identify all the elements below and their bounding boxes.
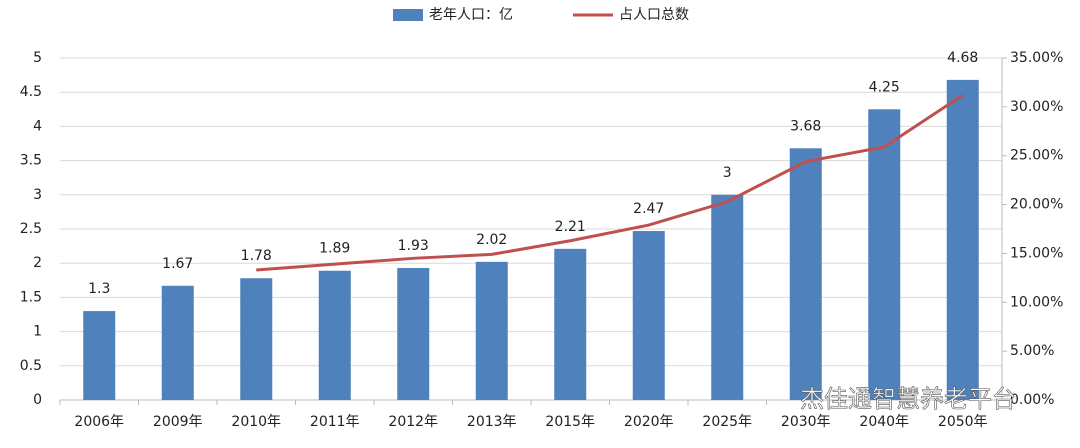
y2-tick-label: 15.00%: [1010, 245, 1063, 261]
legend-label: 老年人口：亿: [429, 7, 513, 23]
bar: [868, 109, 901, 401]
bar: [632, 231, 665, 400]
bar: [161, 285, 194, 400]
bar: [475, 261, 508, 400]
bar: [946, 79, 979, 400]
x-tick-label: 2025年: [702, 414, 752, 430]
y2-tick-label: 10.00%: [1010, 294, 1063, 310]
y-tick-label: 3: [33, 187, 42, 203]
data-label: 4.68: [947, 50, 978, 66]
y2-tick-label: 0.00%: [1010, 392, 1054, 408]
y2-tick-label: 25.00%: [1010, 148, 1063, 164]
bar: [83, 311, 116, 400]
data-label: 3.68: [790, 118, 821, 134]
bar: [554, 248, 587, 400]
y-tick-label: 2: [33, 255, 42, 271]
y-tick-label: 2.5: [20, 221, 42, 237]
y-tick-label: 0: [33, 392, 42, 408]
x-tick-label: 2010年: [231, 414, 281, 430]
data-label: 3: [723, 165, 732, 181]
y2-tick-label: 20.00%: [1010, 197, 1063, 213]
y2-tick-label: 30.00%: [1010, 99, 1063, 115]
x-tick-label: 2040年: [859, 414, 909, 430]
x-tick-label: 2006年: [74, 414, 124, 430]
data-label: 1.67: [162, 256, 193, 272]
y-tick-label: 4.5: [20, 84, 42, 100]
y-tick-label: 0.5: [20, 358, 42, 374]
x-tick-label: 2030年: [781, 414, 831, 430]
y2-tick-label: 35.00%: [1010, 50, 1063, 66]
x-tick-label: 2009年: [153, 414, 203, 430]
y-tick-label: 1: [33, 324, 42, 340]
data-label: 1.3: [88, 281, 110, 297]
watermark: 杰佳通智慧养老平台: [800, 385, 1016, 413]
y-tick-label: 1.5: [20, 289, 42, 305]
line: [256, 93, 964, 272]
x-tick-label: 2013年: [467, 414, 517, 430]
bar: [240, 278, 273, 400]
data-label: 2.02: [476, 232, 507, 248]
data-label: 1.89: [319, 241, 350, 257]
x-tick-label: 2012年: [388, 414, 438, 430]
data-label: 1.93: [398, 238, 429, 254]
data-label: 1.78: [241, 248, 272, 264]
y-tick-label: 3.5: [20, 153, 42, 169]
bar: [711, 194, 744, 400]
x-tick-label: 2015年: [545, 414, 595, 430]
data-label: 2.47: [633, 201, 664, 217]
y-tick-label: 5: [33, 50, 42, 66]
x-tick-label: 2020年: [624, 414, 674, 430]
legend-swatch: [393, 9, 423, 21]
data-label: 2.21: [555, 219, 586, 235]
y2-tick-label: 5.00%: [1010, 343, 1054, 359]
y-tick-label: 4: [33, 118, 42, 134]
x-tick-label: 2050年: [938, 414, 988, 430]
bar: [397, 267, 430, 400]
bar: [318, 270, 351, 400]
x-tick-label: 2011年: [310, 414, 360, 430]
legend-label: 占人口总数: [619, 7, 689, 23]
data-label: 4.25: [869, 79, 900, 95]
bar: [789, 148, 822, 400]
